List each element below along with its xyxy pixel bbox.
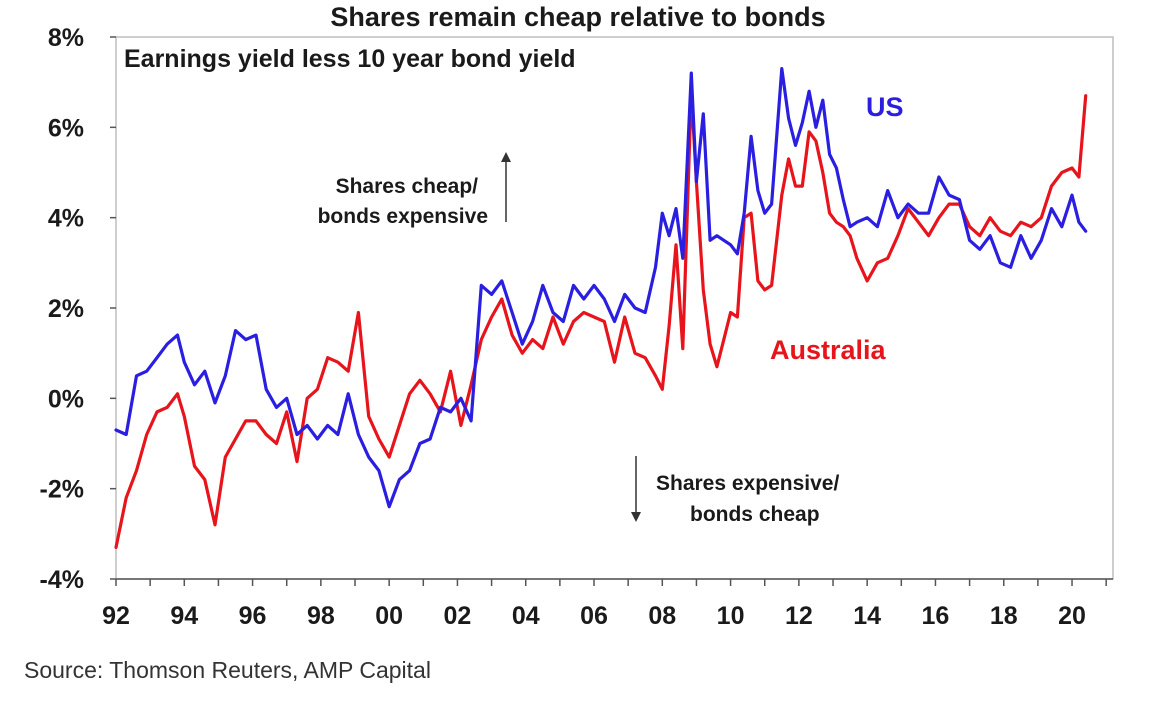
x-tick-label: 94 xyxy=(170,602,198,630)
arrow-down-head xyxy=(631,512,641,522)
y-tick-label: -4% xyxy=(40,566,84,594)
chart-title: Shares remain cheap relative to bonds xyxy=(330,2,825,32)
x-tick-label: 98 xyxy=(307,602,335,630)
x-tick-label: 04 xyxy=(512,602,540,630)
x-tick-label: 96 xyxy=(239,602,267,630)
y-axis: -4% -2% 0% 2% 4% 6% 8% xyxy=(40,24,116,594)
series-group: US Australia xyxy=(114,67,1088,549)
y-tick-label: 4% xyxy=(48,205,84,233)
series-label-us: US xyxy=(866,92,904,122)
x-tick-label: 20 xyxy=(1058,602,1086,630)
y-tick-label: 0% xyxy=(48,385,84,413)
x-tick-label: 12 xyxy=(785,602,813,630)
arrow-up-head xyxy=(501,152,511,162)
x-axis: 92 94 96 98 00 02 04 06 08 10 12 14 16 18 20 xyxy=(102,578,1113,630)
x-tick-label: 14 xyxy=(853,602,881,630)
x-tick-label: 10 xyxy=(717,602,745,630)
x-tick-label: 02 xyxy=(444,602,472,630)
annotation-shares-cheap-line1: Shares cheap/ xyxy=(336,175,479,198)
annotations: Shares cheap/bonds expensive Shares expen… xyxy=(318,152,839,526)
x-tick-label: 06 xyxy=(580,602,608,630)
plot-frame xyxy=(115,36,1114,580)
y-tick-label: 8% xyxy=(48,24,84,52)
series-line-australia xyxy=(114,89,1088,549)
x-tick-label: 18 xyxy=(990,602,1018,630)
x-tick-label: 92 xyxy=(102,602,130,630)
annotation-shares-expensive-line1: Shares expensive/ xyxy=(656,472,839,495)
series-line-us xyxy=(114,67,1088,509)
x-tick-label: 00 xyxy=(375,602,403,630)
x-tick-label: 08 xyxy=(648,602,676,630)
y-tick-label: 6% xyxy=(48,114,84,142)
chart-subtitle: Earnings yield less 10 year bond yield xyxy=(124,45,576,73)
series-label-australia: Australia xyxy=(770,335,887,365)
y-tick-label: 2% xyxy=(48,295,84,323)
x-tick-label: 16 xyxy=(922,602,950,630)
annotation-shares-cheap-line2: bonds expensive xyxy=(318,205,488,228)
y-tick-label: -2% xyxy=(40,476,84,504)
annotation-shares-expensive-line2: bonds cheap xyxy=(690,503,820,526)
chart-source: Source: Thomson Reuters, AMP Capital xyxy=(24,657,431,683)
